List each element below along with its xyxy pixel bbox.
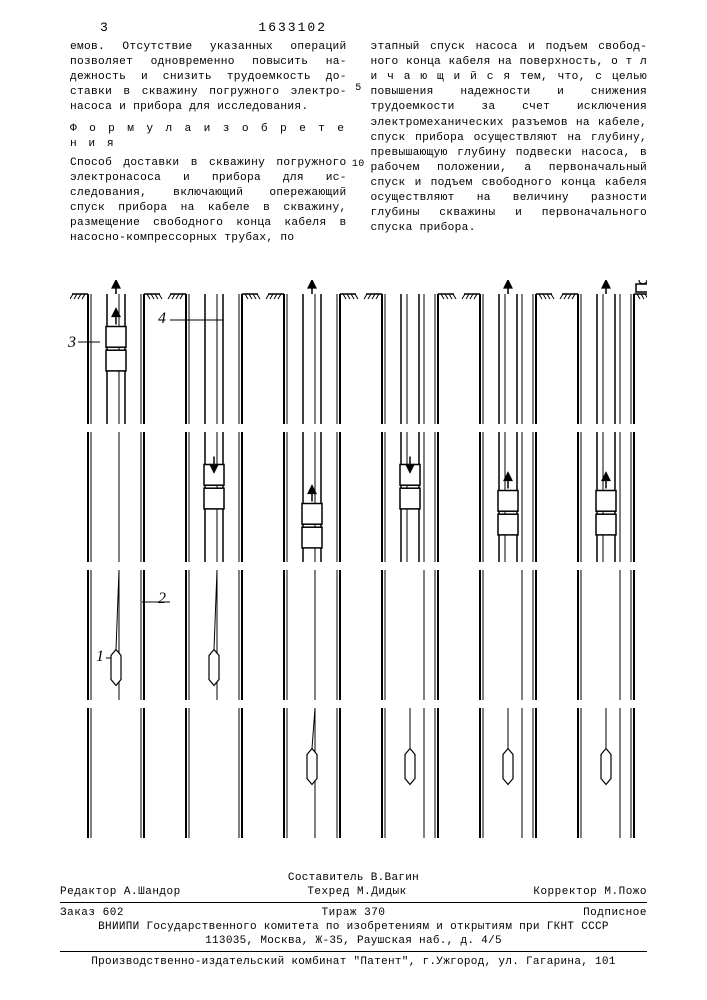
footer-address: 113035, Москва, Ж-35, Раушская наб., д. … bbox=[60, 935, 647, 947]
line-marker-5: 5 bbox=[355, 82, 361, 96]
column-left: емов. Отсутствие указанных операций позв… bbox=[70, 40, 347, 246]
footer: Составитель В.Вагин Редактор А.Шандор Те… bbox=[60, 870, 647, 970]
techred-name: М.Дидык bbox=[357, 886, 407, 898]
page: 3 1633102 емов. Отсутствие указанных опе… bbox=[0, 0, 707, 1000]
tirazh-label: Тираж bbox=[322, 907, 358, 919]
callout-1: 1 bbox=[96, 648, 104, 666]
text-columns: емов. Отсутствие указанных операций позв… bbox=[70, 40, 647, 246]
column-right: этапный спуск насоса и подъем свобод­ног… bbox=[371, 40, 648, 246]
divider-1 bbox=[60, 902, 647, 903]
document-number: 1633102 bbox=[258, 20, 327, 35]
order-number: 602 bbox=[103, 907, 124, 919]
callout-3: 3 bbox=[68, 334, 76, 352]
footer-order-line: Заказ 602 Тираж 370 Подписное bbox=[60, 907, 647, 919]
col-left-para2: Способ доставки в скважину погруж­ного э… bbox=[70, 157, 347, 245]
diagram: 3 4 2 1 bbox=[70, 280, 647, 850]
footer-compiler: Составитель В.Вагин bbox=[60, 872, 647, 884]
tirazh-number: 370 bbox=[364, 907, 385, 919]
corrector-label: Корректор bbox=[533, 886, 597, 898]
corrector-name: М.Пожо bbox=[604, 886, 647, 898]
compiler-name: В.Вагин bbox=[371, 872, 419, 884]
compiler-label: Составитель bbox=[288, 872, 364, 884]
col-left-para1: емов. Отсутствие указанных операций позв… bbox=[70, 41, 347, 113]
formula-heading: Ф о р м у л а и з о б р е т е н и я bbox=[70, 123, 347, 150]
footer-org: ВНИИПИ Государственного комитета по изоб… bbox=[60, 921, 647, 933]
divider-2 bbox=[60, 951, 647, 952]
line-marker-10: 10 bbox=[352, 158, 365, 172]
editor-label: Редактор bbox=[60, 886, 117, 898]
diagram-svg bbox=[70, 280, 647, 850]
footer-staff-line: Редактор А.Шандор Техред М.Дидык Коррект… bbox=[60, 886, 647, 898]
subscription: Подписное bbox=[583, 907, 647, 919]
callout-2: 2 bbox=[158, 590, 166, 608]
col-right-para1: этапный спуск насоса и подъем свобод­ног… bbox=[371, 41, 648, 234]
editor-name: А.Шандор bbox=[124, 886, 181, 898]
techred-label: Техред bbox=[307, 886, 350, 898]
footer-print: Производственно-издательский комбинат "П… bbox=[60, 956, 647, 968]
callout-4: 4 bbox=[158, 310, 166, 328]
page-marker-left: 3 bbox=[100, 20, 109, 35]
order-label: Заказ bbox=[60, 907, 96, 919]
